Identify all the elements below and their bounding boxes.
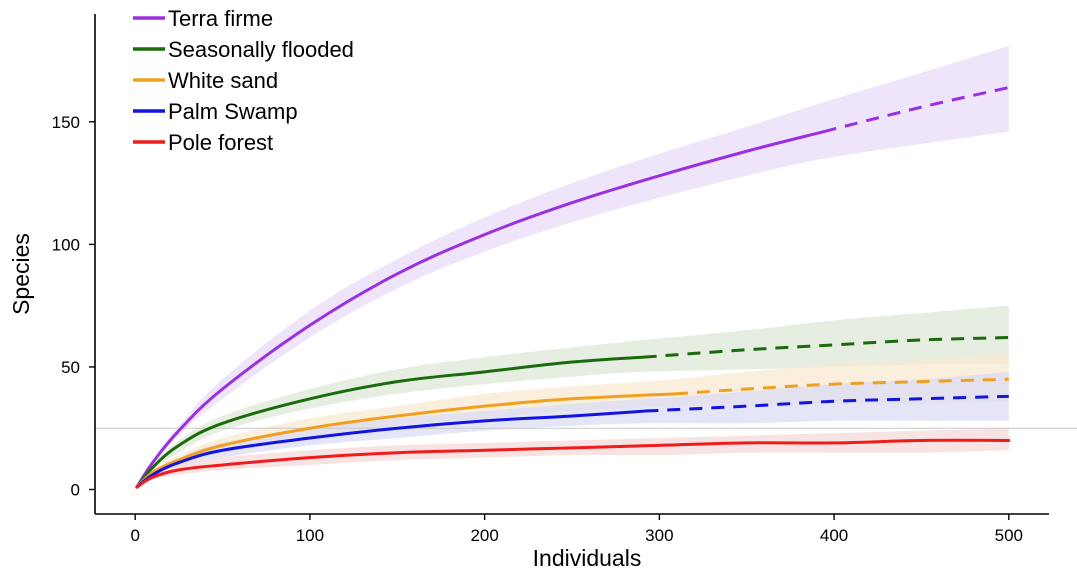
x-tick-label: 0 [130, 526, 139, 545]
x-axis-title: Individuals [533, 545, 642, 571]
legend-item-pole-forest: Pole forest [133, 130, 273, 155]
line-pole-forest-observed [135, 438, 1011, 489]
band-terra-firme [136, 45, 1009, 488]
series-lines [135, 86, 1011, 489]
x-tick-label: 400 [820, 526, 848, 545]
y-tick-label: 50 [61, 358, 80, 377]
legend-item-white-sand: White sand [133, 68, 278, 93]
x-tick-label: 200 [470, 526, 498, 545]
line-white-sand-observed [135, 392, 677, 489]
legend-label: Seasonally flooded [168, 37, 354, 62]
line-white-sand-extrapolated [674, 377, 1009, 396]
legend-label: Palm Swamp [168, 99, 298, 124]
legend-label: Pole forest [168, 130, 273, 155]
legend-item-seasonally-flooded: Seasonally flooded [133, 37, 354, 62]
line-terra-firme-observed [135, 130, 826, 489]
y-tick-label: 0 [71, 480, 80, 499]
line-palm-swamp-observed [135, 409, 647, 489]
legend-item-palm-swamp: Palm Swamp [133, 99, 298, 124]
band-palm-swamp [136, 371, 1009, 488]
line-seasonally-flooded-observed [135, 355, 646, 489]
legend-item-terra-firme: Terra firme [133, 6, 273, 31]
band-seasonally-flooded [136, 305, 1009, 488]
x-tick-label: 500 [995, 526, 1023, 545]
x-tick-label: 300 [645, 526, 673, 545]
legend-label: White sand [168, 68, 278, 93]
line-palm-swamp-extrapolated [645, 394, 1009, 413]
x-axis-ticks: 0 100 200 300 400 500 [130, 514, 1023, 545]
y-axis-ticks: 0 50 100 150 [52, 113, 95, 499]
x-tick-label: 100 [296, 526, 324, 545]
legend: Terra firme Seasonally flooded White sand P… [133, 6, 354, 155]
legend-label: Terra firme [168, 6, 273, 31]
y-tick-label: 150 [52, 113, 80, 132]
line-terra-firme-extrapolated [823, 86, 1010, 134]
y-tick-label: 100 [52, 235, 80, 254]
y-axis-title: Species [8, 233, 34, 315]
